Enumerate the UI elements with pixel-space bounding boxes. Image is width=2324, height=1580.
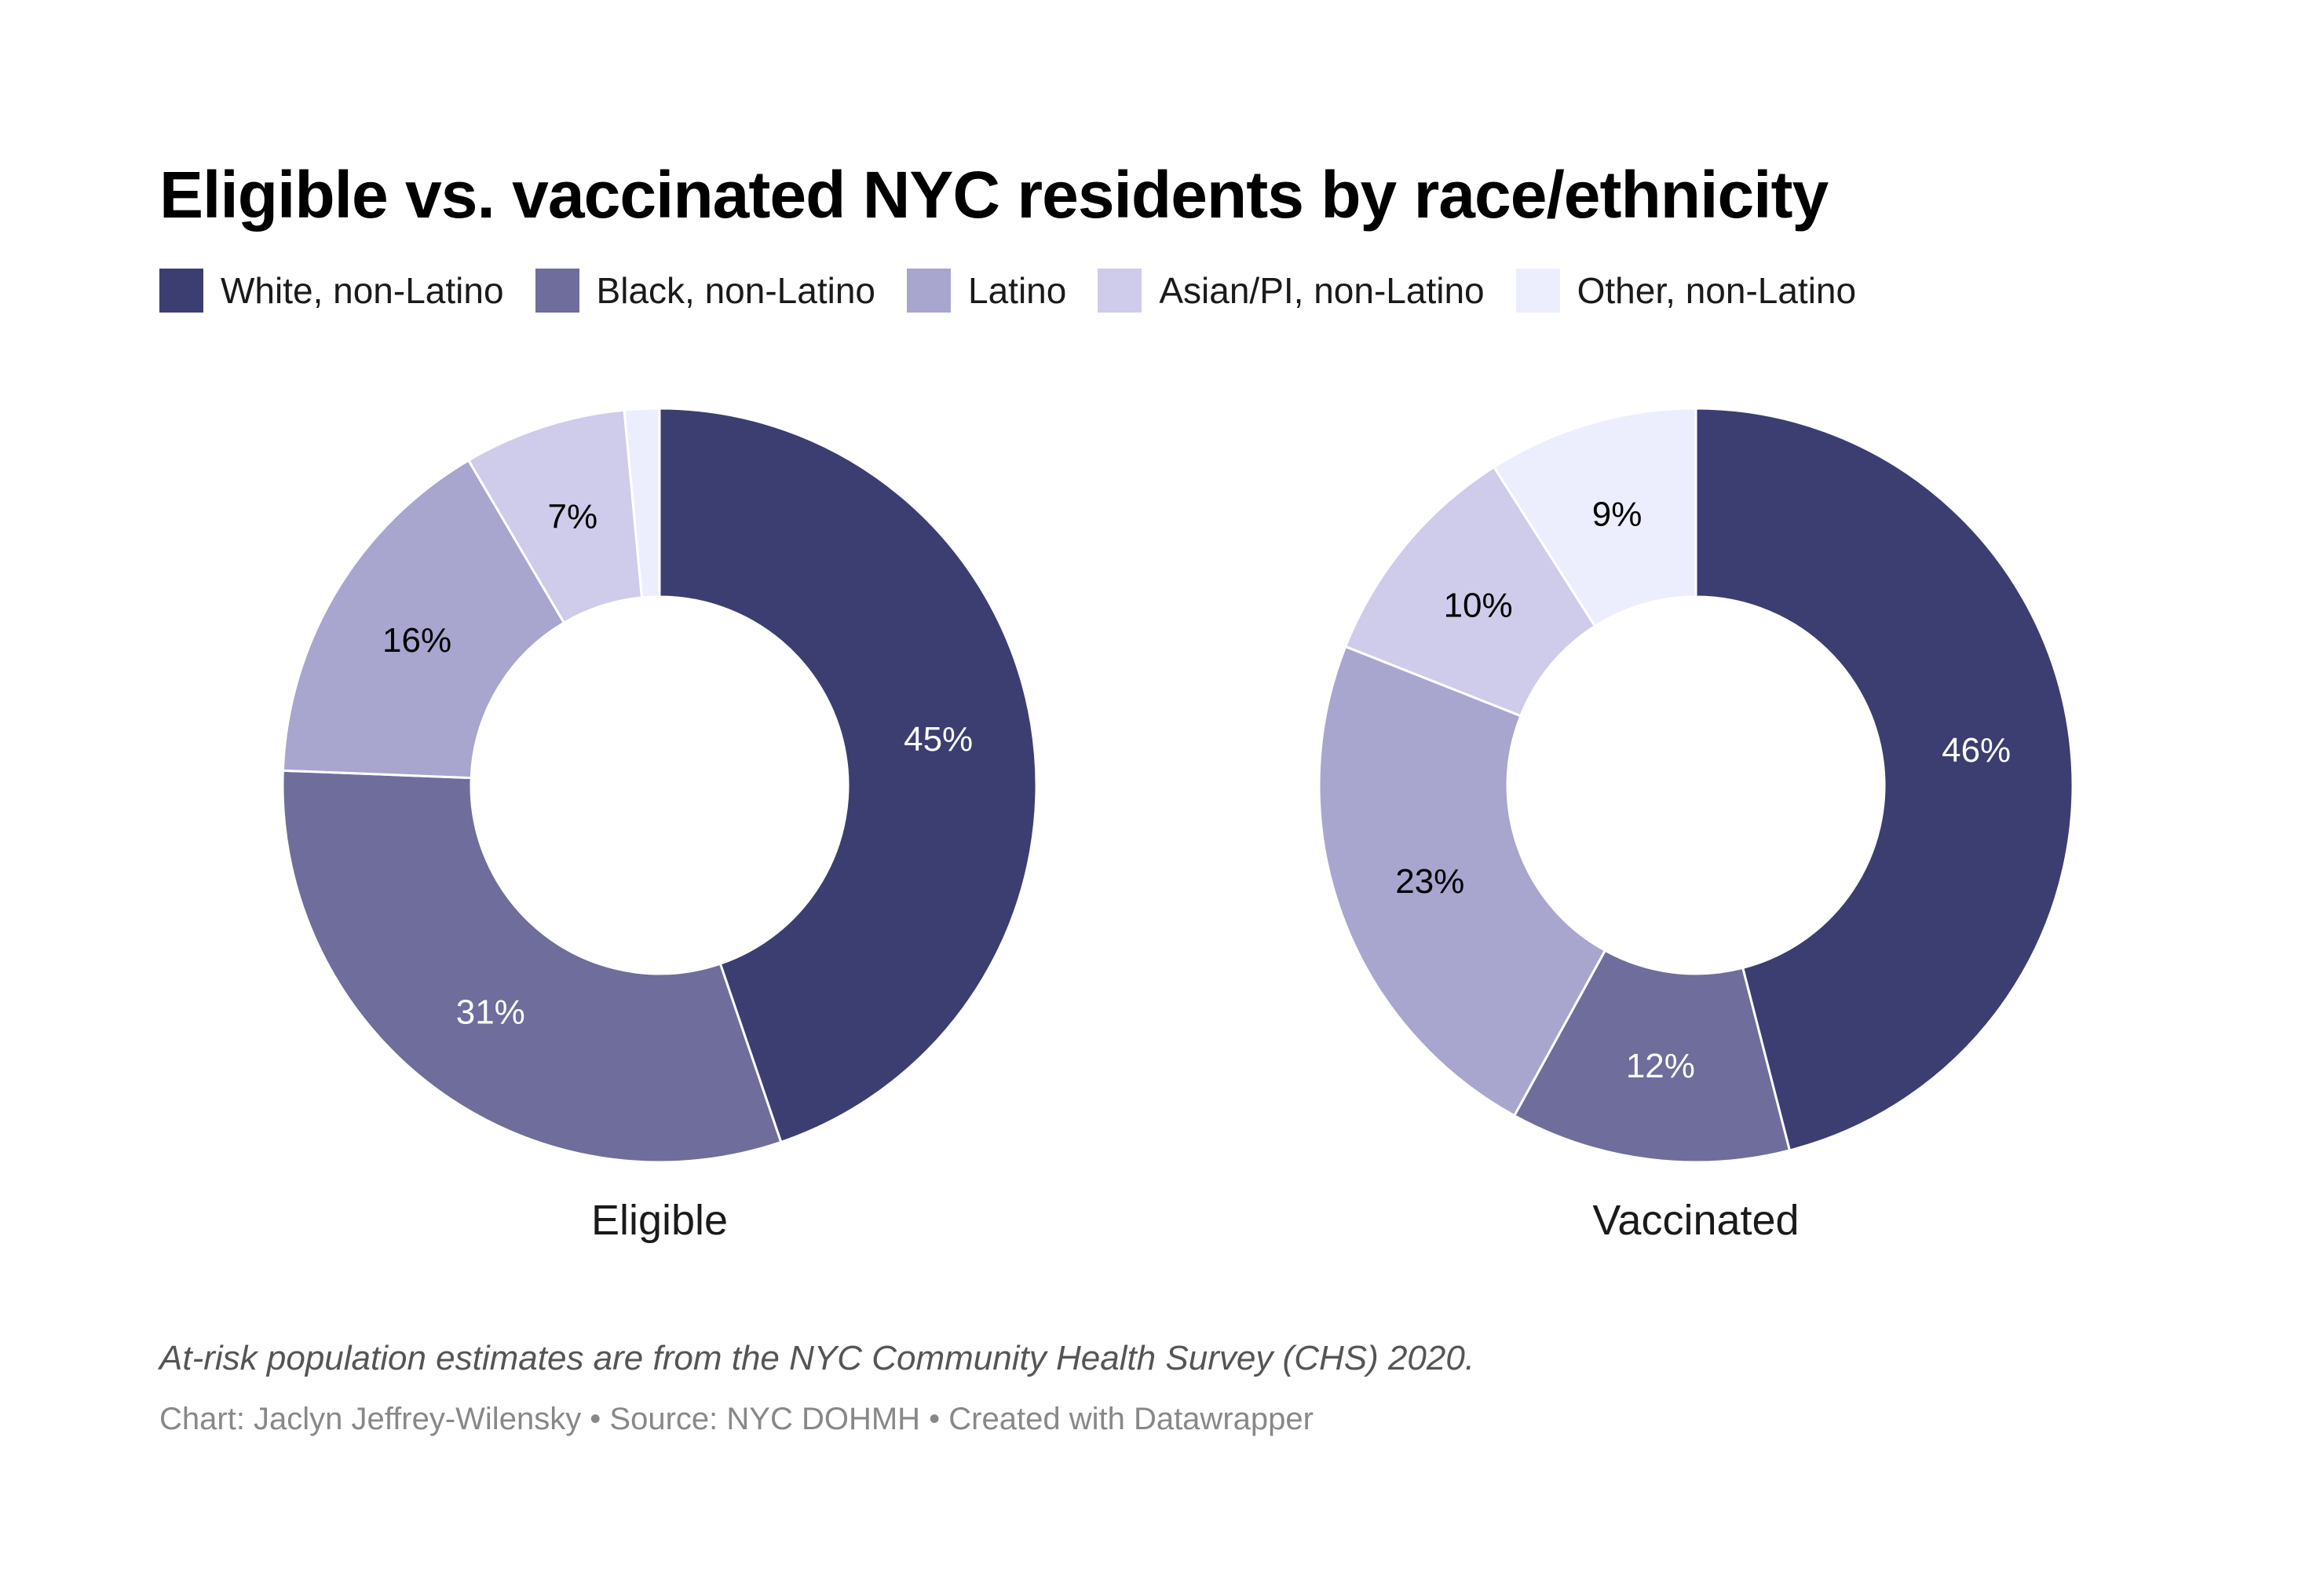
legend-item-asian: Asian/PI, non-Latino: [1098, 269, 1485, 313]
slice-value-label: 23%: [1395, 862, 1464, 901]
slice-value-label: 45%: [904, 720, 973, 759]
chart-notes: At-risk population estimates are from th…: [159, 1339, 1475, 1377]
donut-eligible: 45% 31% 16% 7%: [281, 407, 1038, 1164]
legend-label: Asian/PI, non-Latino: [1159, 270, 1485, 311]
donut-slice: [1694, 407, 2074, 1152]
slice-value-label: 46%: [1942, 731, 2011, 770]
slice-value-label: 12%: [1626, 1047, 1695, 1085]
slice-value-label: 7%: [547, 497, 597, 536]
donut-slice: [281, 459, 566, 780]
donut-vaccinated: 46% 12% 23% 10% 9%: [1317, 407, 2074, 1164]
donut-slice: [623, 407, 661, 599]
slice-value-label: 10%: [1444, 587, 1513, 625]
legend-swatch-black: [535, 269, 579, 313]
eligible-chart-label: Eligible: [591, 1197, 728, 1244]
legend-item-other: Other, non-Latino: [1515, 269, 1857, 313]
legend-item-latino: Latino: [907, 269, 1066, 313]
legend-swatch-asian: [1098, 269, 1142, 313]
legend: White, non-Latino Black, non-Latino Lati…: [159, 269, 1887, 313]
legend-item-white: White, non-Latino: [159, 269, 504, 313]
donut-slice: [658, 407, 1038, 1144]
legend-swatch-other: [1515, 269, 1560, 313]
slice-value-label: 31%: [456, 993, 525, 1032]
donut-slice: [1492, 407, 1697, 628]
donut-slice: [1512, 949, 1792, 1164]
chart-byline: Chart: Jaclyn Jeffrey-Wilensky • Source:…: [159, 1402, 1314, 1436]
donut-slice: [1317, 645, 1607, 1117]
slice-value-label: 9%: [1592, 495, 1643, 533]
legend-label: White, non-Latino: [221, 270, 504, 311]
legend-label: Other, non-Latino: [1577, 270, 1857, 311]
donut-slice: [281, 769, 783, 1164]
legend-swatch-white: [159, 269, 203, 313]
slice-value-label: 16%: [382, 621, 451, 660]
legend-label: Latino: [968, 270, 1067, 311]
chart-title: Eligible vs. vaccinated NYC residents by…: [159, 158, 1829, 232]
legend-item-black: Black, non-Latino: [535, 269, 875, 313]
vaccinated-chart-label: Vaccinated: [1592, 1197, 1799, 1244]
legend-label: Black, non-Latino: [596, 270, 875, 311]
legend-swatch-latino: [907, 269, 951, 313]
